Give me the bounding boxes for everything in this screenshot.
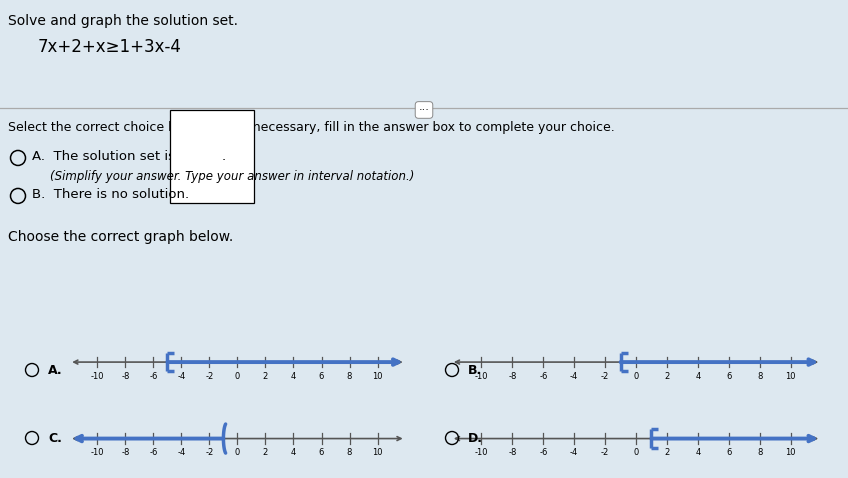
Text: 2: 2: [664, 372, 670, 381]
Text: 10: 10: [785, 372, 795, 381]
Text: -4: -4: [177, 448, 186, 457]
Text: 10: 10: [785, 448, 795, 457]
Text: C.: C.: [48, 432, 62, 445]
Text: -6: -6: [539, 448, 548, 457]
Text: -10: -10: [475, 372, 488, 381]
Text: .: .: [222, 150, 226, 163]
Text: A.  The solution set is: A. The solution set is: [32, 150, 175, 163]
Text: 7x+2+x≥1+3x-4: 7x+2+x≥1+3x-4: [38, 38, 181, 56]
Text: 0: 0: [633, 448, 639, 457]
Text: -8: -8: [508, 372, 516, 381]
Text: -8: -8: [121, 372, 130, 381]
Text: Select the correct choice below and, if necessary, fill in the answer box to com: Select the correct choice below and, if …: [8, 121, 615, 134]
Text: -4: -4: [570, 372, 578, 381]
Text: -8: -8: [121, 448, 130, 457]
Text: 0: 0: [235, 448, 240, 457]
Text: -8: -8: [508, 448, 516, 457]
Text: B.: B.: [468, 363, 483, 377]
Text: B.  There is no solution.: B. There is no solution.: [32, 188, 189, 201]
Text: -10: -10: [91, 448, 104, 457]
Text: 8: 8: [347, 448, 352, 457]
Text: 2: 2: [263, 372, 268, 381]
Text: 8: 8: [757, 448, 762, 457]
Text: -2: -2: [205, 448, 214, 457]
Text: 2: 2: [664, 448, 670, 457]
Text: 4: 4: [291, 372, 296, 381]
Text: 8: 8: [757, 372, 762, 381]
Text: 4: 4: [291, 448, 296, 457]
Text: 10: 10: [372, 448, 382, 457]
Text: 4: 4: [695, 372, 700, 381]
Text: 6: 6: [319, 448, 324, 457]
Text: ···: ···: [419, 105, 429, 115]
Text: -2: -2: [601, 372, 609, 381]
Text: 4: 4: [695, 448, 700, 457]
Text: 2: 2: [263, 448, 268, 457]
Text: 10: 10: [372, 372, 382, 381]
Text: 6: 6: [319, 372, 324, 381]
Text: A.: A.: [48, 363, 63, 377]
Text: -10: -10: [91, 372, 104, 381]
Text: -2: -2: [601, 448, 609, 457]
Text: -4: -4: [570, 448, 578, 457]
Text: -10: -10: [475, 448, 488, 457]
Text: 6: 6: [726, 372, 731, 381]
Text: 8: 8: [347, 372, 352, 381]
Text: 0: 0: [235, 372, 240, 381]
Text: D.: D.: [468, 432, 483, 445]
Text: -4: -4: [177, 372, 186, 381]
Text: 6: 6: [726, 448, 731, 457]
Text: -2: -2: [205, 372, 214, 381]
Text: 0: 0: [633, 372, 639, 381]
Text: -6: -6: [149, 372, 158, 381]
Text: Choose the correct graph below.: Choose the correct graph below.: [8, 230, 233, 244]
Text: -6: -6: [149, 448, 158, 457]
Text: -6: -6: [539, 372, 548, 381]
Text: (Simplify your answer. Type your answer in interval notation.): (Simplify your answer. Type your answer …: [50, 170, 415, 183]
Text: Solve and graph the solution set.: Solve and graph the solution set.: [8, 14, 238, 28]
